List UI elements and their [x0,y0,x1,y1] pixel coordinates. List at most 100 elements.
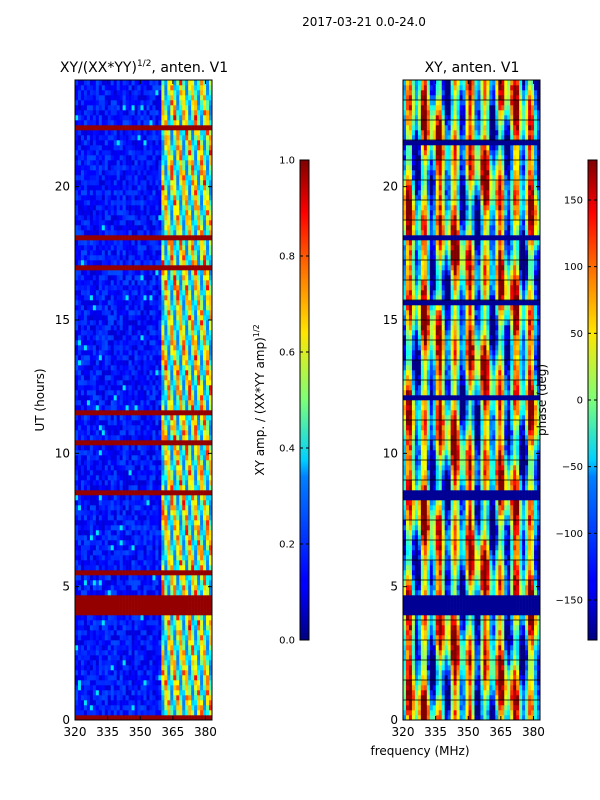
heatmap-cell [191,535,195,541]
heatmap-cell [161,270,165,276]
heatmap-cell [176,530,180,536]
heatmap-cell [92,635,97,641]
heatmap-cell [170,715,174,720]
heatmap-cell [128,295,132,301]
heatmap-cell [116,605,120,611]
heatmap-cell [188,340,192,346]
heatmap-cell [179,365,183,371]
heatmap-cell [110,405,115,411]
heatmap-cell [182,210,186,216]
heatmap-cell [128,205,132,211]
heatmap-cell [140,440,144,446]
heatmap-cell [203,265,207,271]
heatmap-cell [119,175,123,181]
heatmap-cell [173,400,177,406]
heatmap-cell [143,595,147,601]
heatmap-cell [155,625,159,631]
heatmap-cell [77,710,82,716]
heatmap-cell [134,195,138,201]
heatmap-cell [113,565,117,571]
heatmap-cell [137,485,141,491]
heatmap-cell [75,205,79,211]
heatmap-cell [104,610,109,616]
heatmap-cell [128,315,132,321]
heatmap-cell [104,620,109,626]
heatmap-cell [155,505,159,511]
heatmap-cell [209,660,212,666]
heatmap-cell [107,675,112,681]
heatmap-cell [98,295,103,301]
heatmap-cell [137,190,141,196]
heatmap-cell [89,705,94,711]
heatmap-cell [75,180,79,186]
heatmap-cell [75,380,79,386]
heatmap-cell [152,440,156,446]
heatmap-cell [167,185,171,191]
heatmap-cell [197,580,201,586]
heatmap-cell [179,215,183,221]
heatmap-cell [161,640,165,646]
heatmap-cell [203,315,207,321]
heatmap-cell [128,380,132,386]
heatmap-cell [146,385,150,391]
heatmap-cell [110,370,115,376]
heatmap-cell [158,420,162,426]
heatmap-cell [131,390,135,396]
heatmap-cell [137,240,141,246]
heatmap-cell [83,640,88,646]
heatmap-cell [92,340,97,346]
heatmap-cell [188,690,192,696]
heatmap-cell [131,435,135,441]
heatmap-cell [164,325,168,331]
heatmap-cell [185,475,189,481]
heatmap-cell [173,580,177,586]
heatmap-cell [200,560,204,566]
heatmap-cell [197,675,201,681]
heatmap-cell [173,350,177,356]
heatmap-cell [116,630,120,636]
heatmap-cell [164,190,168,196]
heatmap-cell [125,495,129,501]
heatmap-cell [188,475,192,481]
heatmap-cell [146,445,150,451]
heatmap-cell [131,260,135,266]
heatmap-cell [170,710,174,716]
heatmap-cell [182,450,186,456]
heatmap-cell [95,455,100,461]
heatmap-cell [116,615,120,621]
heatmap-cell [137,370,141,376]
heatmap-cell [98,225,103,231]
heatmap-cell [158,495,162,501]
heatmap-cell [155,190,159,196]
heatmap-cell [122,390,126,396]
heatmap-cell [143,235,147,241]
heatmap-cell [161,180,165,186]
heatmap-cell [194,680,198,686]
heatmap-cell [158,380,162,386]
heatmap-cell [92,530,97,536]
heatmap-cell [80,290,85,296]
heatmap-cell [200,475,204,481]
heatmap-cell [167,475,171,481]
heatmap-cell [116,635,120,641]
heatmap-cell [194,425,198,431]
heatmap-cell [191,265,195,271]
heatmap-cell [113,580,117,586]
heatmap-cell [155,185,159,191]
heatmap-cell [143,355,147,361]
heatmap-cell [206,275,210,281]
heatmap-cell [128,465,132,471]
heatmap-cell [176,180,180,186]
heatmap-cell [182,610,186,616]
heatmap-cell [80,680,85,686]
heatmap-cell [128,585,132,591]
heatmap-cell [77,465,82,471]
heatmap-cell [206,345,210,351]
heatmap-cell [116,600,120,606]
heatmap-cell [143,580,147,586]
heatmap-cell [110,510,115,516]
heatmap-cell [113,465,117,471]
heatmap-cell [206,575,210,581]
heatmap-cell [155,550,159,556]
heatmap-cell [107,465,112,471]
